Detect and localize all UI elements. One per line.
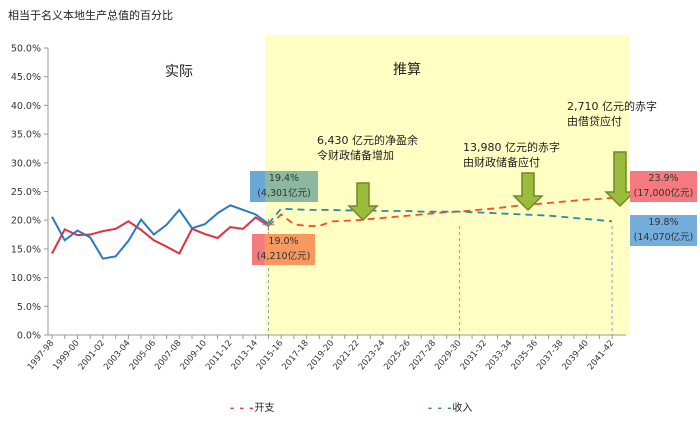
revenue-end-label: 19.8% (14,070亿元)	[630, 215, 697, 246]
y-tick-label: 35.0%	[11, 130, 41, 141]
legend-expenditure: - - -开支	[230, 402, 274, 416]
revenue-start-amount: (4,301亿元)	[257, 188, 311, 199]
revenue-projected-line	[267, 207, 613, 225]
y-tick-label: 25.0%	[11, 187, 41, 198]
annotation-deficit-reserves-line2: 由财政储备应付	[463, 156, 540, 169]
revenue-start-pct: 19.4%	[268, 173, 300, 184]
legend-revenue: - - -收入	[428, 402, 472, 416]
legend-revenue-label: 收入	[452, 403, 473, 414]
revenue-actual-line	[51, 204, 269, 260]
expenditure-start-label: 19.0% (4,210亿元)	[252, 234, 315, 265]
annotation-deficit-borrowing-line1: 2,710 亿元的赤字	[567, 100, 657, 113]
down-arrow-icon	[604, 151, 636, 208]
y-tick-label: 40.0%	[11, 101, 41, 112]
y-tick-label: 30.0%	[11, 158, 41, 169]
revenue-end-amount: (14,070亿元)	[633, 232, 694, 243]
x-tick-label: 2041-42	[586, 339, 616, 373]
projection-region	[265, 35, 629, 335]
annotation-deficit-reserves-line1: 13,980 亿元的赤字	[463, 141, 560, 154]
annotation-surplus-line1: 6,430 亿元的净盈余	[317, 134, 418, 147]
down-arrow-icon	[512, 172, 544, 212]
y-tick-label: 0.0%	[17, 331, 41, 342]
annotation-surplus-line2: 令财政储备增加	[317, 149, 394, 162]
expenditure-start-pct: 19.0%	[268, 236, 299, 247]
region-label-projected: 推算	[393, 62, 421, 78]
y-tick-label: 15.0%	[11, 244, 41, 255]
revenue-end-pct: 19.8%	[648, 217, 679, 228]
y-tick-label: 10.0%	[11, 273, 41, 284]
y-tick-label: 45.0%	[11, 72, 41, 83]
expenditure-projected-line	[267, 196, 613, 227]
down-arrow-icon	[347, 182, 379, 222]
legend-expenditure-label: 开支	[254, 403, 275, 414]
legend-revenue-swatch: - - -	[428, 403, 453, 414]
y-tick-label: 5.0%	[17, 302, 41, 313]
chart-title: 相当于名义本地生产总值的百分比	[8, 9, 173, 22]
start-marker	[262, 218, 275, 231]
expenditure-start-amount: (4,210亿元)	[256, 251, 311, 262]
expenditure-end-amount: (17,000亿元)	[633, 188, 694, 199]
revenue-start-label: 19.4% (4,301亿元)	[250, 171, 318, 202]
y-tick-label: 20.0%	[11, 216, 41, 227]
legend-expenditure-swatch: - - -	[230, 403, 255, 414]
y-tick-label: 50.0%	[11, 44, 41, 55]
expenditure-end-pct: 23.9%	[648, 173, 679, 184]
annotation-deficit-borrowing-line2: 由借贷应付	[567, 115, 622, 128]
expenditure-end-label: 23.9% (17,000亿元)	[630, 171, 697, 202]
expenditure-actual-line	[51, 216, 269, 255]
region-label-actual: 实际	[165, 64, 193, 80]
